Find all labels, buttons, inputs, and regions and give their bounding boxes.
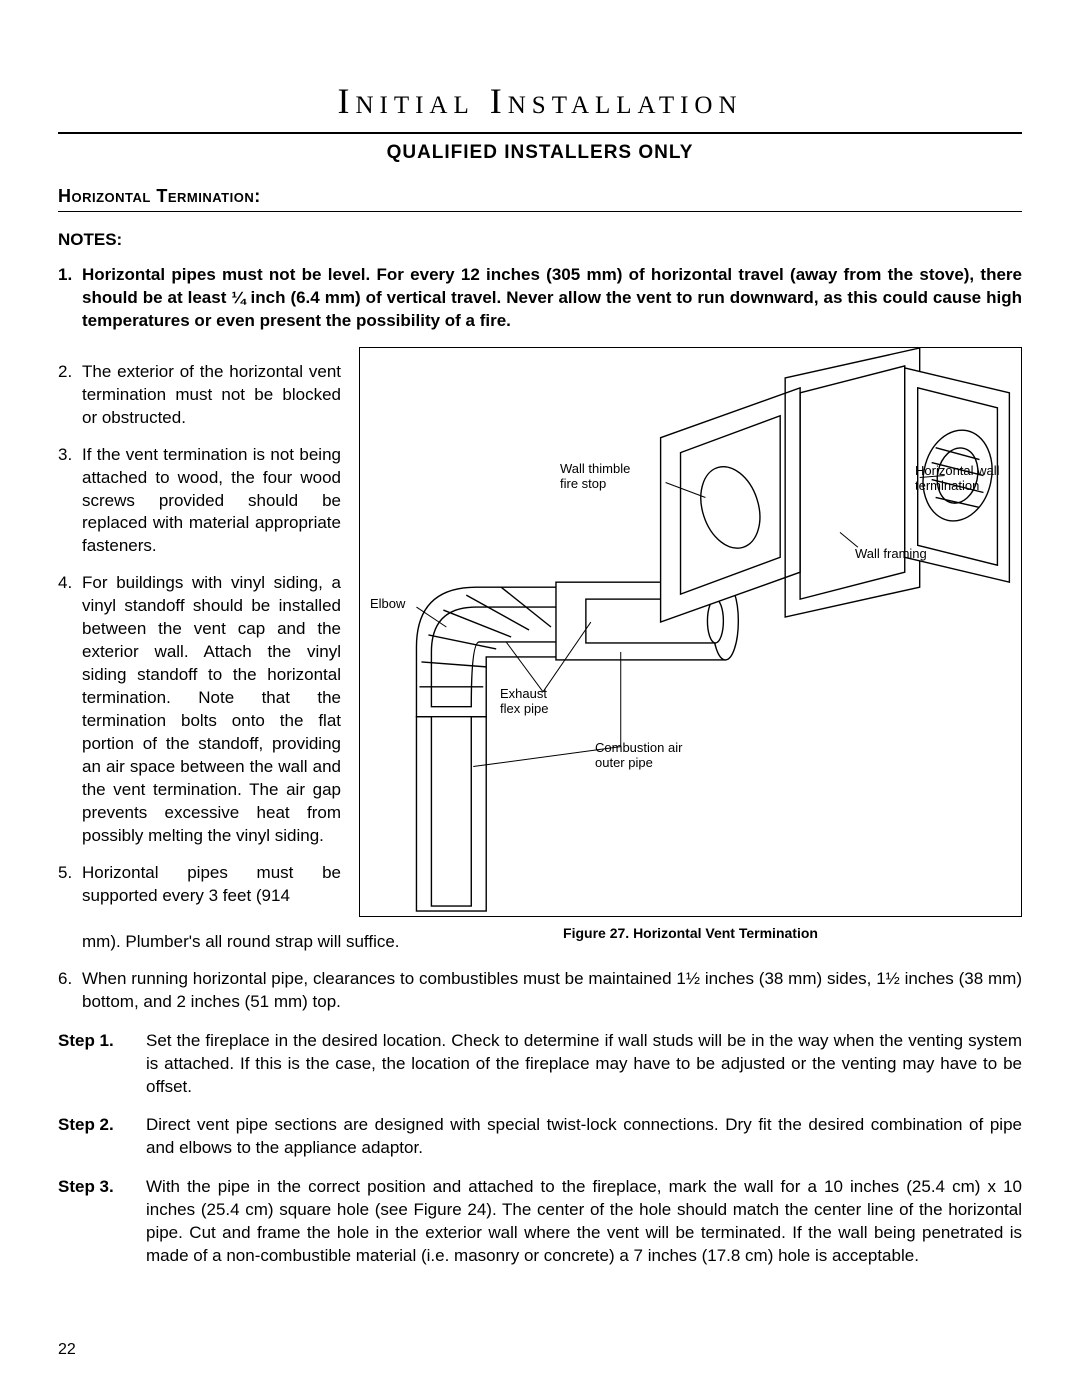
two-column-layout: The exterior of the horizontal vent term… [58, 347, 1022, 941]
label-exhaust-1: Exhaust [500, 686, 547, 702]
vent-diagram-svg [360, 348, 1021, 916]
title-rule [58, 132, 1022, 134]
step-3-text: With the pipe in the correct position an… [146, 1177, 1022, 1265]
note-6-text: When running horizontal pipe, clearances… [82, 969, 1022, 1011]
section-heading: Horizontal Termination: [58, 186, 1022, 207]
notes-list: Horizontal pipes must not be level. For … [58, 264, 1022, 333]
note-1: Horizontal pipes must not be level. For … [58, 264, 1022, 333]
note-4: For buildings with vinyl siding, a vinyl… [58, 572, 341, 847]
label-framing: Wall framing [855, 546, 927, 562]
step-2-text: Direct vent pipe sections are designed w… [146, 1115, 1022, 1157]
note-6: 6. When running horizontal pipe, clearan… [58, 968, 1022, 1014]
step-1-label: Step 1. [58, 1030, 114, 1053]
page-number: 22 [58, 1341, 76, 1359]
figure-27: Elbow Exhaust flex pipe Combustion air o… [359, 347, 1022, 917]
label-thimble-2: fire stop [560, 476, 606, 492]
step-2-label: Step 2. [58, 1114, 114, 1137]
note-2: The exterior of the horizontal vent term… [58, 361, 341, 430]
section-rule [58, 211, 1022, 212]
label-thimble-1: Wall thimble [560, 461, 630, 477]
label-elbow: Elbow [370, 596, 405, 612]
note-3: If the vent termination is not being att… [58, 444, 341, 559]
label-hterm-2: termination [915, 478, 979, 494]
left-column: The exterior of the horizontal vent term… [58, 347, 341, 922]
page-title: Initial Installation [58, 80, 1022, 122]
figure-caption: Figure 27. Horizontal Vent Termination [359, 925, 1022, 941]
label-hterm-1: Horizontal wall [915, 463, 1000, 479]
note-5-part-a: Horizontal pipes must be supported every… [58, 862, 341, 908]
step-3: Step 3. With the pipe in the correct pos… [58, 1176, 1022, 1268]
note-6-number: 6. [58, 968, 72, 991]
notes-heading: NOTES: [58, 230, 1022, 250]
label-exhaust-2: flex pipe [500, 701, 548, 717]
label-combustion-1: Combustion air [595, 740, 682, 756]
figure-column: Elbow Exhaust flex pipe Combustion air o… [359, 347, 1022, 941]
step-2: Step 2. Direct vent pipe sections are de… [58, 1114, 1022, 1160]
step-3-label: Step 3. [58, 1176, 114, 1199]
step-1-text: Set the fireplace in the desired locatio… [146, 1031, 1022, 1096]
step-1: Step 1. Set the fireplace in the desired… [58, 1030, 1022, 1099]
label-combustion-2: outer pipe [595, 755, 653, 771]
subtitle: QUALIFIED INSTALLERS ONLY [58, 142, 1022, 164]
notes-list-continued: The exterior of the horizontal vent term… [58, 361, 341, 908]
